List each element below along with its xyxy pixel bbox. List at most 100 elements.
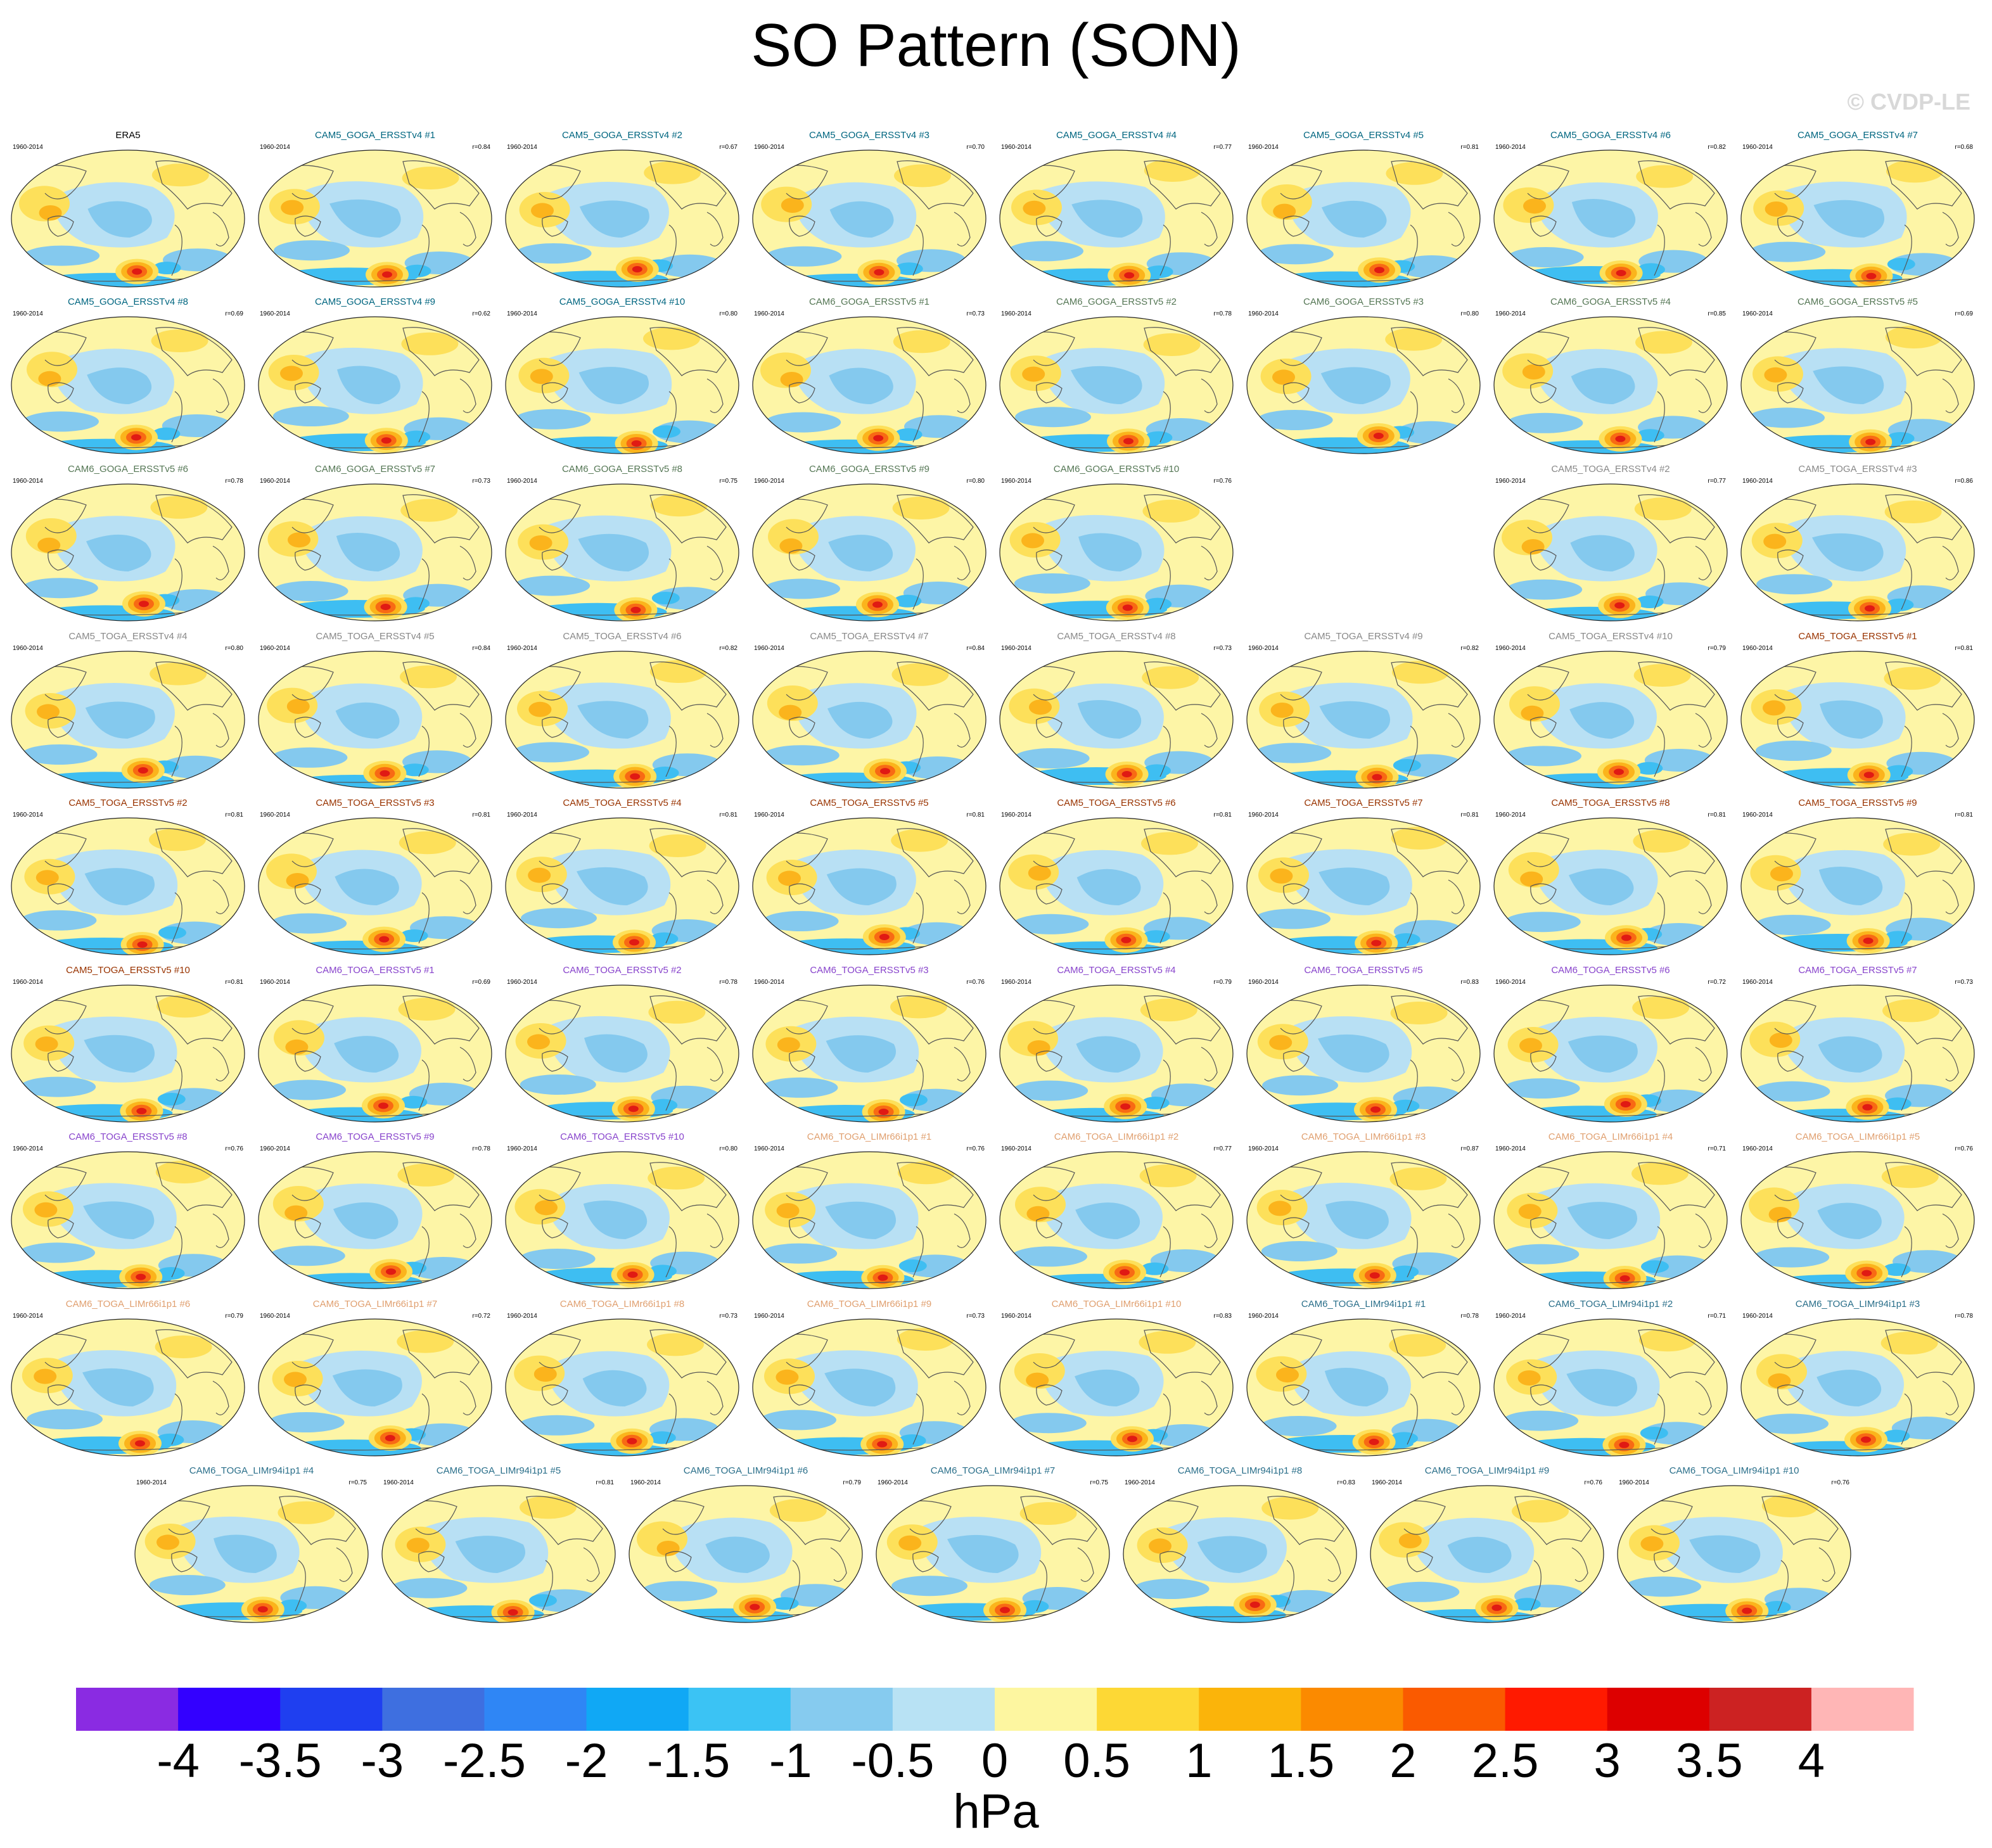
continent-outline (542, 215, 568, 237)
map-plot (1740, 1151, 1975, 1289)
colorbar-tick-label: -3.5 (238, 1734, 322, 1788)
positive-region (1026, 1372, 1049, 1388)
panel-correlation: r=0.77 (1213, 144, 1232, 151)
continent-outline (155, 995, 233, 1045)
continent-outline (954, 212, 971, 246)
panel-title: CAM6_GOGA_ERSSTv5 #2 (1056, 296, 1177, 307)
panel-period: 1960-2014 (1248, 1313, 1279, 1320)
positive-region (656, 1541, 680, 1556)
continent-outline (649, 995, 727, 1045)
continent-outline (171, 224, 182, 276)
panel-correlation: r=0.73 (719, 1313, 737, 1320)
continent-outline (789, 717, 815, 738)
high-anomaly-core (1249, 1602, 1260, 1608)
map-plot (258, 316, 492, 454)
positive-region (286, 873, 309, 888)
panel-title: CAM5_GOGA_ERSSTv4 #7 (1797, 130, 1919, 141)
continent-outline (1023, 1334, 1075, 1368)
map-plot (258, 150, 492, 288)
mid-blue-region (455, 1536, 526, 1573)
panel-correlation: r=0.81 (1955, 645, 1973, 652)
continent-outline (459, 1213, 476, 1248)
positive-region (399, 831, 456, 855)
continent-outline (1901, 558, 1912, 610)
continent-outline (1765, 666, 1816, 701)
southern-blue-band (1256, 410, 1333, 430)
high-anomaly-core (1863, 772, 1874, 779)
panel-title: CAM5_GOGA_ERSSTv4 #3 (808, 130, 930, 141)
positive-region (398, 998, 456, 1021)
continent-outline (1036, 883, 1063, 905)
positive-region (530, 369, 553, 385)
continent-outline (1901, 391, 1912, 443)
continent-outline (542, 1560, 553, 1612)
positive-region (1520, 871, 1543, 887)
mid-blue-region (82, 1368, 154, 1406)
map-panel: CAM6_TOGA_LIMr94i1p1 #8 1960-2014 r=0.83 (1118, 1465, 1362, 1628)
panel-correlation: r=0.81 (1708, 812, 1726, 819)
positive-region (1268, 1201, 1291, 1216)
map-plot (1246, 150, 1481, 288)
continent-outline (912, 1393, 924, 1445)
continent-outline (1638, 1162, 1715, 1211)
positive-region (1269, 1035, 1293, 1050)
continent-outline (155, 160, 233, 210)
positive-region (644, 161, 701, 184)
positive-region (1635, 331, 1692, 354)
southern-blue-band (1383, 1581, 1460, 1602)
panel-correlation: r=0.82 (1708, 144, 1726, 151)
positive-region (278, 1501, 335, 1524)
continent-outline (1901, 725, 1912, 777)
positive-region (1270, 868, 1293, 884)
high-anomaly-core (1122, 604, 1133, 611)
high-anomaly-core (378, 1102, 388, 1109)
globe-border (1123, 1485, 1357, 1623)
panel-correlation: r=0.62 (472, 310, 490, 317)
mid-blue-region (333, 1202, 399, 1239)
southern-blue-band (1261, 1241, 1338, 1261)
map-panel: CAM5_GOGA_ERSSTv4 #6 1960-2014 r=0.82 (1489, 130, 1732, 292)
panel-correlation: r=0.77 (1708, 478, 1726, 485)
southern-blue-band (520, 1074, 596, 1095)
high-anomaly-core (137, 941, 148, 948)
continent-outline (459, 713, 476, 748)
panel-period: 1960-2014 (1001, 812, 1031, 819)
southern-blue-band (271, 747, 348, 768)
mid-blue-region (1816, 1370, 1882, 1406)
high-anomaly-core (873, 435, 884, 442)
chart-title: SO Pattern (SON) (751, 11, 1241, 79)
continent-outline (897, 828, 974, 877)
mid-blue-region (85, 701, 155, 739)
continent-outline (1530, 549, 1557, 571)
panel-period: 1960-2014 (13, 310, 43, 317)
colorbar-segment (688, 1688, 791, 1731)
map-plot (752, 817, 986, 955)
globe-border (1740, 817, 1975, 955)
panel-period: 1960-2014 (13, 1145, 43, 1152)
high-anomaly-core (1124, 272, 1135, 279)
panel-title: CAM6_TOGA_LIMr94i1p1 #10 (1669, 1465, 1799, 1476)
mid-blue-region (1566, 1368, 1638, 1406)
high-anomaly-core (385, 1435, 395, 1441)
positive-region (1389, 1334, 1446, 1357)
positive-region (281, 200, 304, 215)
continent-outline (649, 494, 727, 544)
southern-blue-band (1754, 1081, 1830, 1102)
panel-title: CAM6_TOGA_LIMr94i1p1 #6 (683, 1465, 808, 1476)
continent-outline (773, 1496, 850, 1545)
mid-blue-region (337, 366, 400, 404)
map-panel: CAM6_TOGA_LIMr66i1p1 #3 1960-2014 r=0.87 (1242, 1131, 1485, 1294)
southern-blue-band (272, 581, 348, 601)
southern-blue-band (1749, 241, 1826, 262)
southern-blue-band (1754, 915, 1831, 935)
continent-outline (171, 892, 182, 944)
southern-blue-core (648, 1431, 676, 1444)
southern-blue-band (274, 240, 350, 261)
continent-outline (776, 1334, 828, 1368)
southern-blue-band (272, 406, 349, 426)
panel-correlation: r=0.72 (1708, 979, 1726, 986)
positive-region (150, 495, 208, 519)
high-anomaly-core (1614, 768, 1624, 775)
high-anomaly-core (627, 1437, 637, 1444)
panel-correlation: r=0.75 (1090, 1479, 1108, 1486)
